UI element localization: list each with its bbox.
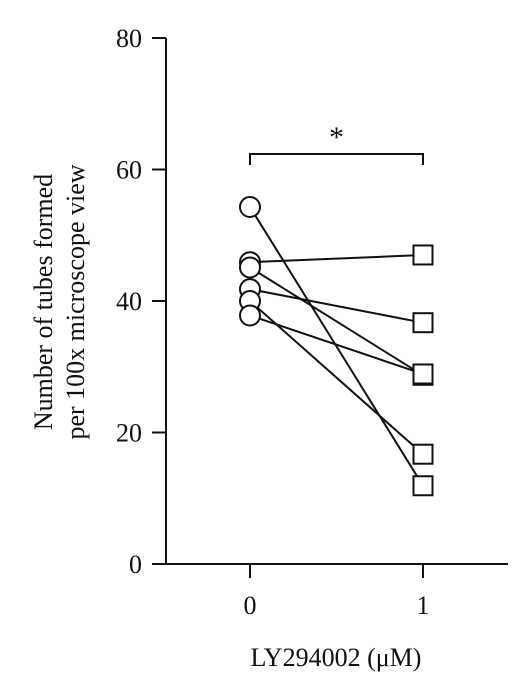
square-marker-1uM	[412, 244, 434, 266]
circle-marker-0uM	[239, 195, 261, 218]
y-axis-label: Number of tubes formed per 100x microsco…	[29, 164, 90, 439]
y-tick-label: 20	[116, 419, 142, 448]
circle-marker-0uM	[239, 256, 261, 279]
square-marker-1uM	[412, 475, 434, 497]
significance-bracket-line	[249, 153, 424, 165]
y-tick-label: 60	[116, 156, 142, 185]
y-axis-label-line-1: Number of tubes formed	[29, 174, 58, 430]
pair-line	[249, 206, 424, 487]
pair-line	[249, 288, 424, 324]
square-marker-1uM	[412, 312, 434, 334]
x-axis-label: LY294002 (μM)	[251, 643, 422, 672]
y-axis-label-line-2: per 100x microscope view	[61, 164, 90, 439]
significance-star: *	[329, 121, 344, 154]
pair-line	[249, 266, 424, 377]
y-tick-label: 40	[116, 287, 142, 316]
y-tick-label: 0	[129, 550, 142, 579]
significance-bracket: *	[249, 121, 424, 165]
x-tick-label: 0	[244, 591, 257, 620]
pair-line	[249, 300, 424, 455]
pair-lines	[249, 206, 424, 487]
square-marker-1uM	[412, 443, 434, 465]
axes	[165, 38, 508, 565]
circle-marker-0uM	[239, 304, 261, 327]
markers	[239, 195, 434, 497]
x-tick-label: 1	[417, 591, 430, 620]
pair-line	[249, 253, 424, 264]
pair-line	[249, 314, 424, 375]
y-ticks: 0 20 40 60 80	[116, 24, 166, 579]
square-marker-1uM	[412, 363, 434, 385]
y-tick-label: 80	[116, 24, 142, 53]
